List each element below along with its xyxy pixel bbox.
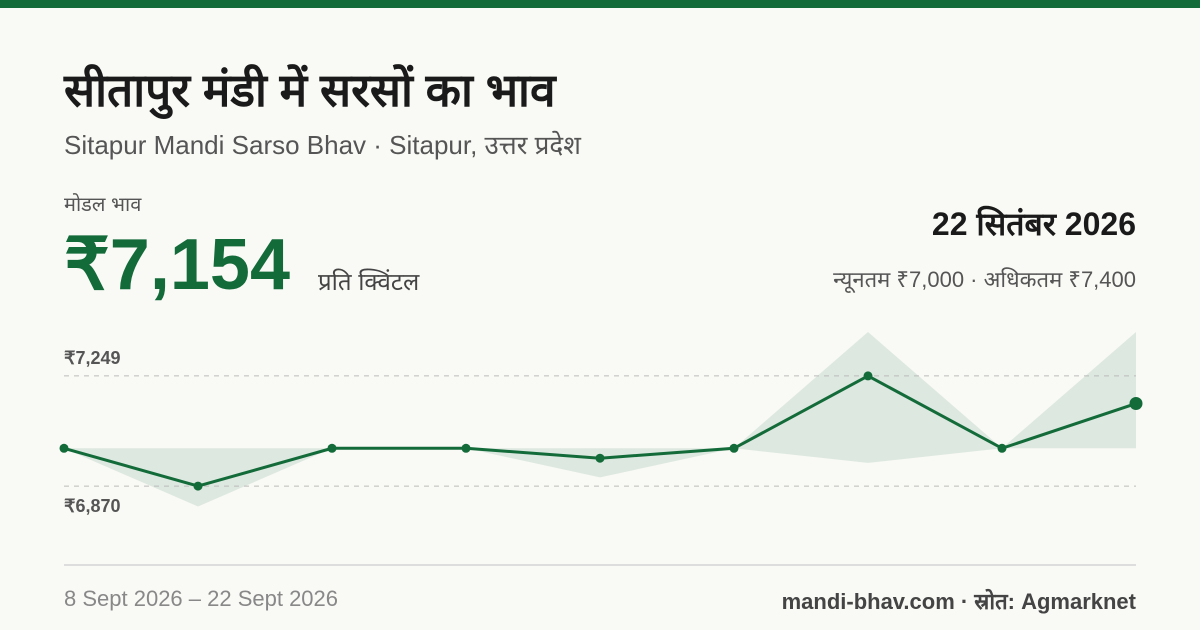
point xyxy=(863,371,873,381)
point xyxy=(595,453,605,463)
price-label: मोडल भाव xyxy=(64,194,142,216)
point xyxy=(327,443,337,453)
y-tick-label: ₹6,870 xyxy=(64,496,121,516)
range-band xyxy=(64,332,1136,507)
price-value: ₹7,154 xyxy=(64,225,290,305)
point xyxy=(1129,397,1143,411)
point xyxy=(729,443,739,453)
price-unit: प्रति क्विंटल xyxy=(318,269,420,296)
subtitle: Sitapur Mandi Sarso Bhav · Sitapur, उत्त… xyxy=(64,130,581,160)
y-tick-label: ₹7,249 xyxy=(64,348,121,368)
point xyxy=(193,481,203,491)
range-text: न्यूनतम ₹7,000 · अधिकतम ₹7,400 xyxy=(833,267,1136,292)
footer-source: mandi-bhav.com · स्रोत: Agmarknet xyxy=(781,589,1136,614)
footer-range: 8 Sept 2026 – 22 Sept 2026 xyxy=(64,586,339,611)
date: 22 सितंबर 2026 xyxy=(931,206,1136,242)
point xyxy=(461,443,471,453)
top-bar xyxy=(0,0,1200,8)
point xyxy=(59,443,69,453)
point xyxy=(997,443,1007,453)
title: सीतापुर मंडी में सरसों का भाव xyxy=(64,64,556,116)
